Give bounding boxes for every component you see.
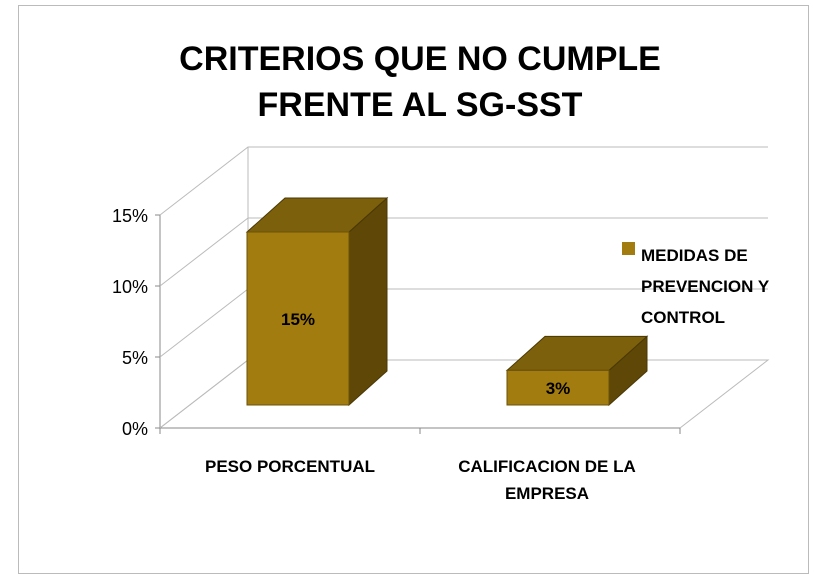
x-tick-label: PESO PORCENTUAL xyxy=(204,457,376,476)
grid-line xyxy=(159,146,768,216)
x-tick-label: CALIFICACION DE LA EMPRESA xyxy=(458,457,636,503)
y-tick-label: 5% xyxy=(122,348,148,368)
data-label: 15% xyxy=(281,310,315,329)
y-tick-label: 10% xyxy=(112,277,148,297)
legend-label: MEDIDAS DE PREVENCION Y CONTROL xyxy=(641,246,769,327)
grid-line xyxy=(159,217,768,287)
y-tick-label: 15% xyxy=(112,206,148,226)
y-tick-label: 0% xyxy=(122,419,148,439)
legend-swatch xyxy=(622,242,635,255)
bar-side xyxy=(348,196,388,407)
bar xyxy=(506,369,610,406)
bar xyxy=(246,231,350,406)
data-label: 3% xyxy=(546,379,571,398)
chart-title: CRITERIOS QUE NO CUMPLE FRENTE AL SG-SST xyxy=(179,40,661,124)
